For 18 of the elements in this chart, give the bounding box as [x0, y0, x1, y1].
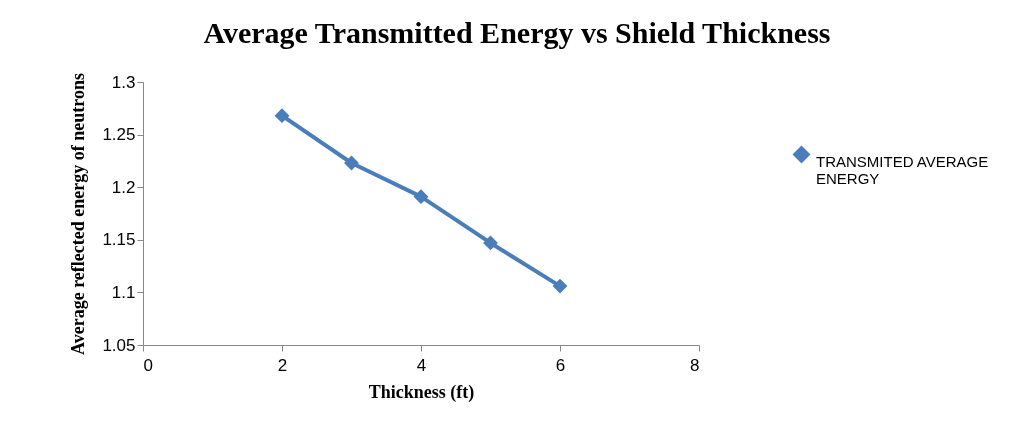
- y-tick-label: 1.15: [102, 230, 136, 250]
- chart-title: Average Transmitted Energy vs Shield Thickness: [203, 15, 831, 49]
- point: [274, 108, 290, 124]
- x-tick-label: 6: [555, 355, 566, 375]
- y-tick-label: 1.05: [102, 335, 136, 355]
- y-tick-label: 1.25: [102, 125, 136, 145]
- x-tick-label: 4: [416, 355, 427, 375]
- point: [413, 189, 429, 205]
- x-tick-label: 0: [143, 355, 153, 375]
- y-tick-label: 1.2: [111, 177, 136, 197]
- point: [552, 278, 568, 294]
- x-tick-label: 8: [690, 355, 700, 375]
- y-tick-label: 1.1: [111, 282, 136, 302]
- y-tick-label: 1.3: [111, 72, 136, 92]
- x-axis-title: Thickness (ft): [368, 381, 475, 403]
- y-axis-title: Average reflected energy of neutrons: [68, 73, 89, 355]
- legend-label: TRANSMITED AVERAGE ENERGY: [816, 152, 989, 187]
- x-tick-label: 2: [277, 355, 288, 375]
